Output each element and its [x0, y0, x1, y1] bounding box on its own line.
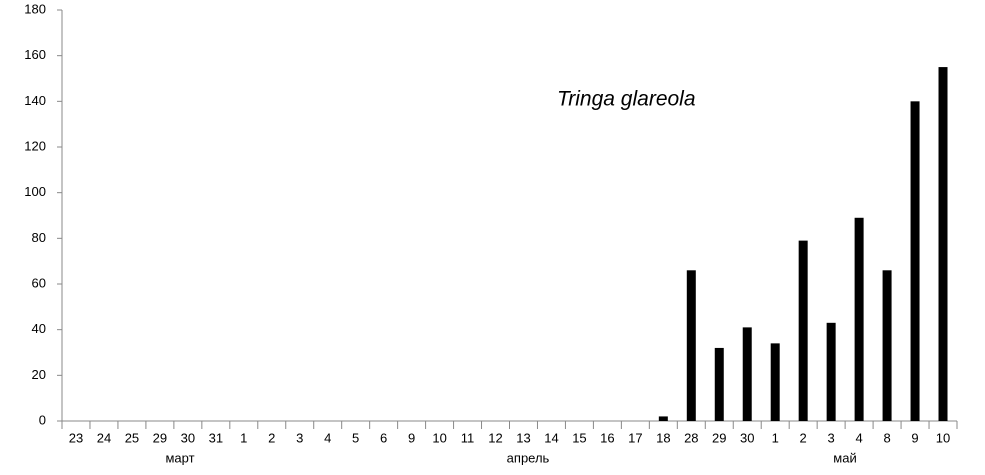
bar [938, 67, 948, 421]
y-tick-label: 140 [24, 93, 46, 108]
bar [714, 347, 724, 421]
x-tick-label: 5 [352, 430, 359, 445]
month-label: март [165, 450, 194, 465]
month-label: май [833, 450, 856, 465]
y-tick-label: 120 [24, 138, 46, 153]
y-tick-label: 0 [39, 412, 46, 427]
x-tick-label: 6 [380, 430, 387, 445]
x-tick-label: 3 [828, 430, 835, 445]
y-tick-label: 80 [32, 230, 46, 245]
x-tick-label: 29 [712, 430, 726, 445]
x-tick-label: 16 [600, 430, 614, 445]
x-tick-label: 10 [432, 430, 446, 445]
bar [742, 327, 752, 421]
y-tick-label: 160 [24, 47, 46, 62]
x-tick-label: 4 [855, 430, 862, 445]
bar [658, 416, 668, 421]
x-tick-label: 9 [911, 430, 918, 445]
bar [882, 270, 892, 421]
x-tick-label: 3 [296, 430, 303, 445]
month-label: апрель [507, 450, 550, 465]
bar [854, 217, 864, 421]
y-tick-label: 40 [32, 321, 46, 336]
x-tick-label: 10 [936, 430, 950, 445]
bar [686, 270, 696, 421]
x-tick-label: 2 [268, 430, 275, 445]
x-tick-label: 11 [461, 430, 475, 445]
x-tick-label: 30 [740, 430, 754, 445]
x-tick-label: 15 [572, 430, 586, 445]
bar [798, 240, 808, 421]
x-tick-label: 1 [772, 430, 779, 445]
species-annotation: Tringa glareola [557, 88, 696, 111]
x-tick-label: 23 [69, 430, 83, 445]
x-tick-label: 2 [800, 430, 807, 445]
y-tick-label: 20 [32, 367, 46, 382]
x-tick-label: 24 [97, 430, 111, 445]
x-tick-label: 12 [488, 430, 502, 445]
x-tick-label: 13 [516, 430, 530, 445]
x-tick-label: 8 [883, 430, 890, 445]
bar [826, 322, 836, 421]
x-tick-label: 18 [656, 430, 670, 445]
y-tick-label: 180 [24, 1, 46, 16]
x-tick-label: 31 [209, 430, 223, 445]
x-tick-label: 1 [240, 430, 247, 445]
x-tick-label: 14 [544, 430, 558, 445]
bar [770, 343, 780, 421]
bar [910, 101, 920, 421]
y-tick-label: 60 [32, 275, 46, 290]
y-tick-label: 100 [24, 184, 46, 199]
x-tick-label: 4 [324, 430, 331, 445]
x-tick-label: 28 [684, 430, 698, 445]
x-tick-label: 29 [153, 430, 167, 445]
x-tick-label: 9 [408, 430, 415, 445]
x-tick-label: 25 [125, 430, 139, 445]
x-tick-label: 30 [181, 430, 195, 445]
x-tick-label: 17 [628, 430, 642, 445]
